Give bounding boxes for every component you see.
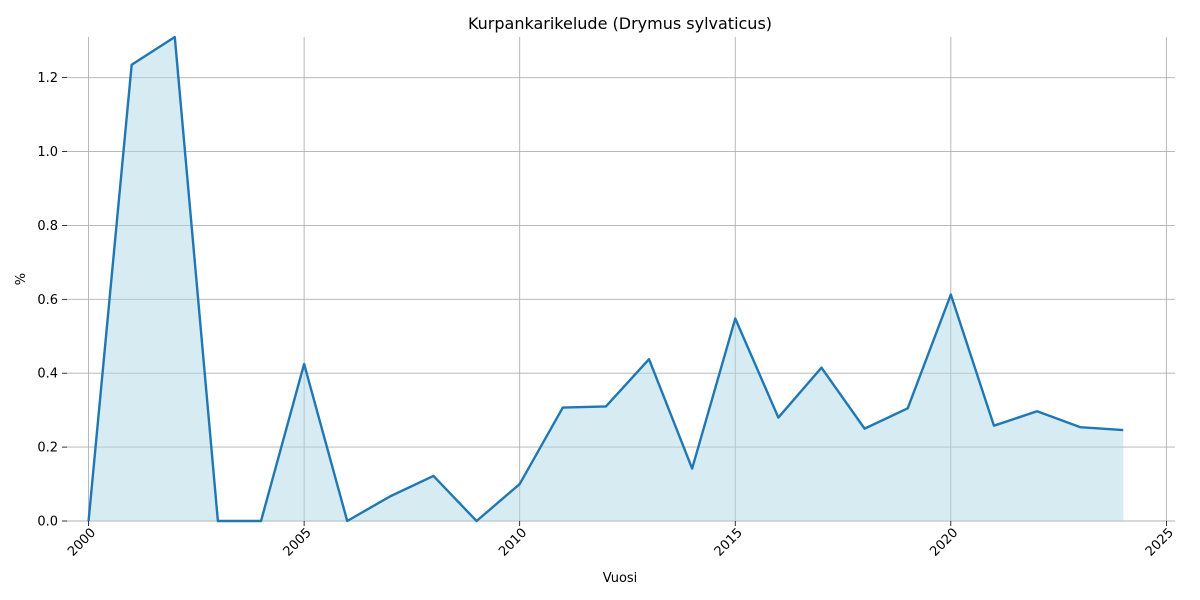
x-tick-label: 2005 bbox=[281, 526, 315, 560]
y-tick-label: 1.2 bbox=[37, 71, 58, 86]
y-tick-label: 0.4 bbox=[37, 367, 58, 382]
grid bbox=[67, 37, 1175, 522]
y-tick-label: 0.0 bbox=[37, 515, 58, 530]
x-tick-label: 2000 bbox=[65, 526, 99, 560]
x-tick-label: 2010 bbox=[496, 526, 530, 560]
x-tick-label: 2025 bbox=[1143, 526, 1177, 560]
y-tick-label: 0.6 bbox=[37, 293, 58, 308]
y-tick-label: 0.2 bbox=[37, 441, 58, 456]
y-axis-label: % bbox=[14, 273, 29, 285]
x-tick-label: 2015 bbox=[712, 526, 746, 560]
x-axis-label: Vuosi bbox=[603, 571, 638, 586]
y-tick-label: 0.8 bbox=[37, 219, 58, 234]
series-line bbox=[87, 35, 1124, 523]
x-tick-label: 2020 bbox=[927, 526, 961, 560]
area-fill bbox=[88, 37, 1124, 521]
y-tick-label: 1.0 bbox=[37, 145, 58, 160]
chart-title: Kurpankarikelude (Drymus sylvaticus) bbox=[468, 14, 772, 33]
